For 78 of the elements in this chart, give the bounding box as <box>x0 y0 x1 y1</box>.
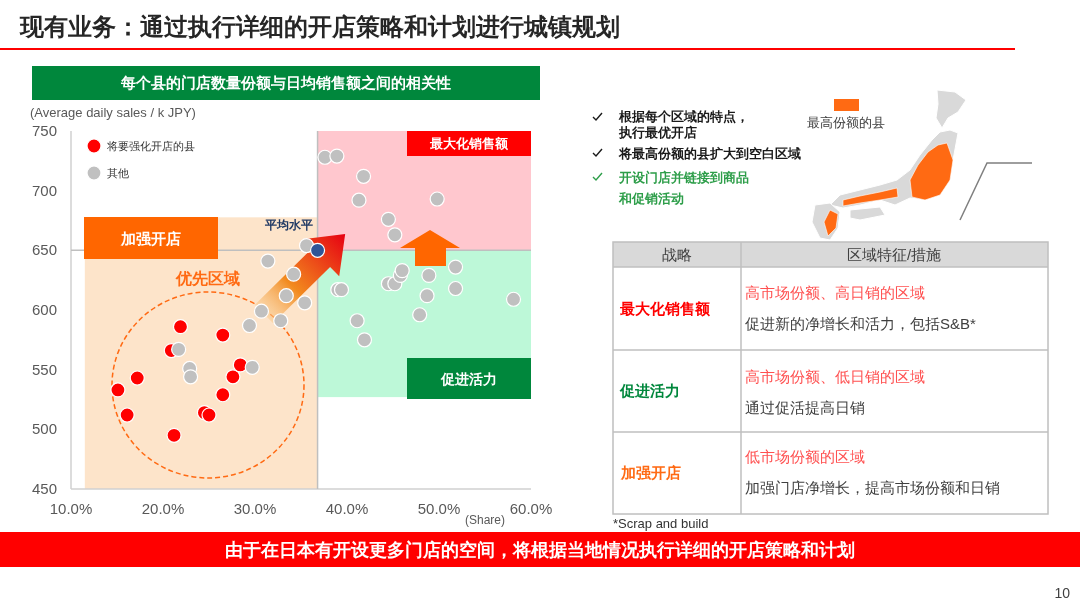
point <box>129 370 145 386</box>
text: 开设门店并链接到商品和促销活动 <box>618 170 749 206</box>
x-tick-label: 20.0% <box>141 500 185 517</box>
text: 低市场份额的区域 <box>745 448 865 465</box>
point <box>380 211 396 227</box>
point <box>215 327 231 343</box>
point <box>429 191 445 207</box>
y-tick-label: 650 <box>31 241 57 259</box>
point <box>355 168 372 184</box>
point <box>278 288 294 304</box>
point <box>419 288 435 304</box>
text: 高市场份额、高日销的区域 <box>745 284 925 301</box>
point <box>329 148 345 164</box>
text: 战略 <box>662 246 692 263</box>
point <box>244 359 260 375</box>
annotation: 平均水平 <box>263 218 313 233</box>
point <box>351 192 367 208</box>
band-label: 加强开店 <box>120 229 181 247</box>
point <box>225 369 241 385</box>
point <box>505 291 522 307</box>
point <box>241 317 258 334</box>
text: 加强门店净增长，提高市场份额和日销 <box>745 479 1000 496</box>
point <box>171 341 187 357</box>
point <box>297 295 313 311</box>
y-tick-label: 700 <box>31 181 57 199</box>
point <box>387 227 403 243</box>
chart-title: 每个县的门店数量份额与日均销售额之间的相关性 <box>120 74 451 91</box>
text: 最高份额的县 <box>807 115 885 130</box>
x-axis-title: (Share) <box>464 513 506 527</box>
point <box>172 319 189 335</box>
text: *Scrap and build <box>613 516 709 531</box>
x-tick-label: 60.0% <box>509 500 553 517</box>
x-tick-label: 40.0% <box>325 500 369 517</box>
text: 促进新的净增长和活力，包括S&B* <box>745 315 977 332</box>
text: 10 <box>1054 585 1071 601</box>
text: 现有业务：通过执行详细的开店策略和计划进行城镇规划 <box>19 13 620 40</box>
y-tick-label: 450 <box>31 480 57 497</box>
point <box>447 280 464 297</box>
band-label: 最大化销售额 <box>429 136 509 152</box>
point <box>394 263 410 279</box>
legend-label: 将要强化开店的县 <box>106 140 195 152</box>
x-tick-label: 50.0% <box>417 500 461 517</box>
point <box>119 407 135 423</box>
point <box>166 427 182 443</box>
band-label: 促进活力 <box>440 370 497 387</box>
point <box>110 382 126 398</box>
point <box>349 313 365 329</box>
point <box>273 313 289 329</box>
y-tick-label: 750 <box>31 122 57 139</box>
text: 促进活力 <box>619 382 680 399</box>
text: 由于在日本有开设更多门店的空间，将根据当地情况执行详细的开店策略和计划 <box>225 540 855 560</box>
y-tick-label: 500 <box>31 420 57 438</box>
y-tick-label: 550 <box>31 360 57 378</box>
annotation: 优先区域 <box>175 270 240 287</box>
y-axis-title: (Average daily sales / k JPY) <box>30 105 196 120</box>
text: 将最高份额的县扩大到空白区域 <box>618 146 801 161</box>
text: 高市场份额、低日销的区域 <box>745 368 925 385</box>
point <box>260 253 276 269</box>
point <box>356 332 373 348</box>
text: 根据每个区域的特点，执行最优开店 <box>618 109 749 140</box>
text: 通过促活提高日销 <box>745 399 865 416</box>
point <box>215 387 231 403</box>
text: 区域特征/措施 <box>846 246 942 263</box>
point <box>253 303 270 319</box>
point <box>309 242 326 258</box>
x-tick-label: 10.0% <box>49 500 93 517</box>
point <box>201 407 217 423</box>
point <box>421 267 437 283</box>
point <box>183 369 199 385</box>
point <box>412 307 428 323</box>
legend-label: 其他 <box>107 167 129 179</box>
point <box>447 259 464 275</box>
text: 加强开店 <box>620 464 681 481</box>
x-tick-label: 30.0% <box>233 500 277 517</box>
text: 最大化销售额 <box>619 300 711 317</box>
point <box>286 266 302 282</box>
y-tick-label: 600 <box>31 301 57 318</box>
point <box>333 282 350 298</box>
